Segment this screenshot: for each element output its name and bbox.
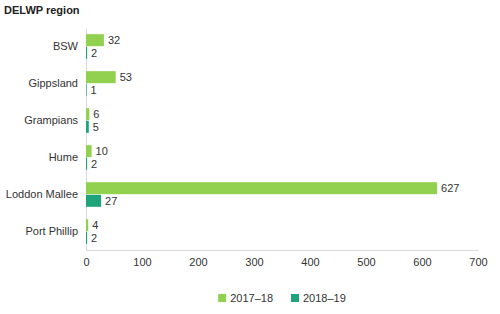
legend-swatch <box>291 294 299 302</box>
tick: Hume <box>49 151 86 163</box>
tick: 0 <box>83 250 89 268</box>
data-label: 6 <box>93 108 99 120</box>
tick: 300 <box>245 250 263 268</box>
data-label: 5 <box>93 121 99 133</box>
tick-label: Port Phillip <box>25 225 78 237</box>
data-label: 4 <box>92 219 98 231</box>
bar <box>86 182 437 194</box>
data-label: 2 <box>91 158 97 170</box>
tick-label: Loddon Mallee <box>6 188 78 200</box>
tick-label: Grampians <box>24 114 78 126</box>
tick: BSW <box>53 40 86 52</box>
data-label: 27 <box>105 195 117 207</box>
tick: 200 <box>189 250 207 268</box>
tick: 600 <box>413 250 431 268</box>
bar <box>86 232 87 244</box>
data-labels: 325361062742152272 <box>91 34 460 244</box>
bar <box>86 145 92 157</box>
tick-label: 400 <box>301 256 319 268</box>
bar <box>86 195 101 207</box>
tick-label: 100 <box>133 256 151 268</box>
data-label: 2 <box>91 47 97 59</box>
tick: 100 <box>133 250 151 268</box>
bar <box>86 34 104 46</box>
bar <box>86 158 87 170</box>
tick-label: Hume <box>49 151 78 163</box>
tick-label: 500 <box>357 256 375 268</box>
data-label: 2 <box>91 232 97 244</box>
bars <box>86 34 437 244</box>
tick-label: 600 <box>413 256 431 268</box>
legend-swatch <box>218 294 226 302</box>
bar <box>86 47 87 59</box>
plot: 0 100 200 300 400 500 600 700 BSW Gippsland Grampi… <box>6 29 488 268</box>
tick: Port Phillip <box>25 225 86 237</box>
data-label: 32 <box>108 34 120 46</box>
axis-line <box>86 29 87 251</box>
axis-line <box>87 250 479 251</box>
tick-label: 0 <box>83 256 89 268</box>
legend-item: 2017–18 <box>218 292 273 304</box>
bar <box>86 108 89 120</box>
tick-label: 200 <box>189 256 207 268</box>
tick-label: BSW <box>53 40 79 52</box>
tick-label: 700 <box>469 256 487 268</box>
data-label: 1 <box>91 84 97 96</box>
legend-label: 2017–18 <box>230 292 273 304</box>
bar <box>86 219 88 231</box>
x-axis: 0 100 200 300 400 500 600 700 <box>83 250 487 268</box>
tick: Gippsland <box>28 77 86 89</box>
tick-label: Gippsland <box>28 77 78 89</box>
legend-label: 2018–19 <box>303 292 346 304</box>
chart: 0 100 200 300 400 500 600 700 BSW Gippsland Grampi… <box>0 0 500 314</box>
tick: Grampians <box>24 114 86 126</box>
tick: Loddon Mallee <box>6 188 86 200</box>
tick-label: 300 <box>245 256 263 268</box>
legend: 2017–18 2018–19 <box>218 292 346 304</box>
tick: 700 <box>469 250 487 268</box>
data-label: 10 <box>96 145 108 157</box>
legend-item: 2018–19 <box>291 292 346 304</box>
axis-title: DELWP region <box>4 4 80 16</box>
y-axis: BSW Gippsland Grampians Hume Loddon Mallee Po… <box>6 29 87 251</box>
bar <box>86 121 89 133</box>
tick: 500 <box>357 250 375 268</box>
bar <box>86 84 87 96</box>
data-label: 53 <box>120 71 132 83</box>
data-label: 627 <box>441 182 459 194</box>
bar <box>86 71 116 83</box>
tick: 400 <box>301 250 319 268</box>
